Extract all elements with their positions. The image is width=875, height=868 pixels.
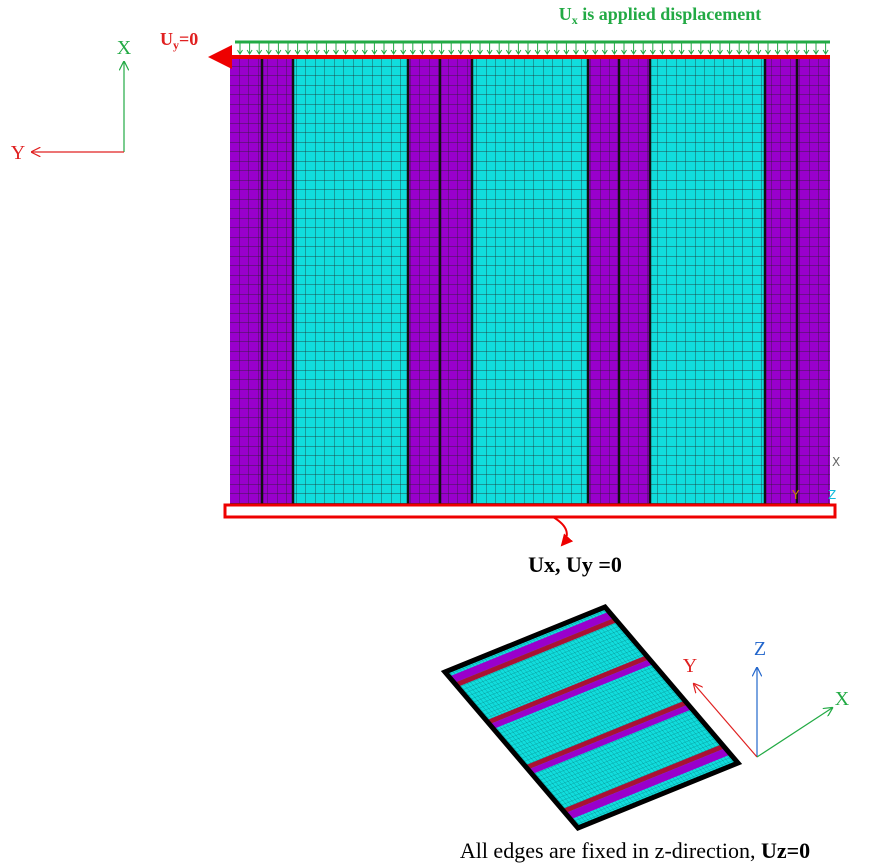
load-arrow [766, 43, 771, 54]
triad-x: X [832, 455, 840, 469]
load-arrow [439, 43, 444, 54]
load-arrow [804, 43, 809, 54]
load-arrow [324, 43, 329, 54]
load-arrow [756, 43, 761, 54]
constraint-arrow [553, 517, 567, 545]
triad-y: Y [791, 488, 800, 502]
load-arrow [516, 43, 521, 54]
load-arrow [689, 43, 694, 54]
plate-3d [445, 607, 738, 828]
load-arrow [526, 43, 531, 54]
load-arrow [410, 43, 415, 54]
load-arrow [286, 43, 291, 54]
bottom-constraint [225, 505, 835, 517]
load-arrow [679, 43, 684, 54]
load-arrow [257, 43, 262, 54]
top-label: Ux is applied displacement [559, 4, 762, 27]
bottom-label: Ux, Uy =0 [528, 552, 622, 577]
load-arrow [718, 43, 723, 54]
load-arrows [238, 43, 829, 54]
load-arrow [238, 43, 243, 54]
load-arrow [314, 43, 319, 54]
load-arrow [622, 43, 627, 54]
load-arrow [353, 43, 358, 54]
load-arrow [276, 43, 281, 54]
load-arrow [266, 43, 271, 54]
load-arrow [506, 43, 511, 54]
load-arrow [650, 43, 655, 54]
load-arrow [746, 43, 751, 54]
axis3d-x [757, 708, 832, 757]
load-arrow [305, 43, 310, 54]
load-arrow [564, 43, 569, 54]
load-arrow [775, 43, 780, 54]
load-arrow [814, 43, 819, 54]
load-arrow [343, 43, 348, 54]
load-arrow [612, 43, 617, 54]
load-arrow [295, 43, 300, 54]
load-arrow [391, 43, 396, 54]
load-arrow [670, 43, 675, 54]
load-arrow [631, 43, 636, 54]
load-arrow [430, 43, 435, 54]
load-arrow [785, 43, 790, 54]
load-arrow [794, 43, 799, 54]
caption: All edges are fixed in z-direction, Uz=0 [460, 838, 810, 863]
load-arrow [487, 43, 492, 54]
axis3d-x-label: X [835, 688, 850, 710]
load-arrow [583, 43, 588, 54]
load-arrow [708, 43, 713, 54]
load-arrow [602, 43, 607, 54]
load-arrow [660, 43, 665, 54]
load-arrow [458, 43, 463, 54]
load-arrow [535, 43, 540, 54]
mesh [230, 57, 830, 505]
load-arrow [362, 43, 367, 54]
load-arrow [497, 43, 502, 54]
load-arrow [420, 43, 425, 54]
axis3d-y-label: Y [683, 655, 697, 677]
load-arrow [382, 43, 387, 54]
load-arrow [823, 43, 828, 54]
page: {"top_label": {"base": "U", "sub": "x", … [0, 0, 875, 868]
load-arrow [641, 43, 646, 54]
axis-y-label: Y [11, 142, 25, 164]
load-arrow [698, 43, 703, 54]
load-arrow [334, 43, 339, 54]
load-arrow [449, 43, 454, 54]
load-arrow [401, 43, 406, 54]
load-arrow [545, 43, 550, 54]
axis3d-z-label: Z [754, 638, 766, 660]
load-arrow [478, 43, 483, 54]
load-arrow [593, 43, 598, 54]
load-arrow [574, 43, 579, 54]
load-arrow [372, 43, 377, 54]
load-arrow [247, 43, 252, 54]
axis-x-label: X [117, 37, 132, 59]
triad-z: Z [828, 488, 836, 502]
diagram: Ux is applied displacement Uy=0 X Y Ux, … [0, 0, 875, 868]
uy-label: Uy=0 [160, 29, 198, 52]
load-arrow [737, 43, 742, 54]
load-arrow [727, 43, 732, 54]
load-arrow [468, 43, 473, 54]
load-arrow [554, 43, 559, 54]
